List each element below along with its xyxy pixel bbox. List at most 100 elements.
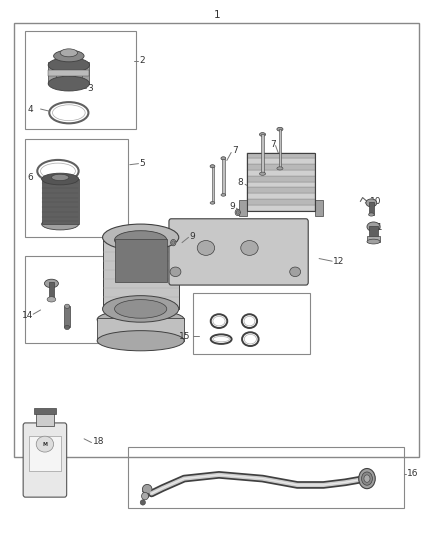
Ellipse shape xyxy=(60,49,78,57)
Bar xyxy=(223,159,225,195)
Bar xyxy=(247,193,315,199)
Ellipse shape xyxy=(210,165,215,168)
Ellipse shape xyxy=(367,222,380,231)
Bar xyxy=(247,152,315,211)
Bar xyxy=(48,62,89,84)
Ellipse shape xyxy=(259,172,265,175)
Text: 10: 10 xyxy=(370,197,381,206)
Ellipse shape xyxy=(36,436,53,452)
Bar xyxy=(247,176,315,182)
Bar xyxy=(102,237,179,309)
Bar xyxy=(261,134,264,174)
Ellipse shape xyxy=(140,500,145,505)
Ellipse shape xyxy=(364,475,370,482)
Bar xyxy=(36,413,53,425)
Ellipse shape xyxy=(53,50,84,62)
Text: M: M xyxy=(42,442,47,447)
Ellipse shape xyxy=(141,492,148,500)
Ellipse shape xyxy=(359,469,375,489)
Ellipse shape xyxy=(221,157,226,160)
Text: 7: 7 xyxy=(270,140,276,149)
Ellipse shape xyxy=(236,211,239,214)
Ellipse shape xyxy=(42,173,79,185)
Text: 9: 9 xyxy=(189,232,195,241)
Ellipse shape xyxy=(170,267,181,277)
Text: 12: 12 xyxy=(333,257,344,265)
Bar xyxy=(64,306,70,327)
Ellipse shape xyxy=(97,310,184,329)
FancyBboxPatch shape xyxy=(169,219,308,285)
Ellipse shape xyxy=(115,231,167,249)
Text: 1: 1 xyxy=(213,10,220,20)
Ellipse shape xyxy=(277,167,283,170)
Bar xyxy=(25,30,136,128)
Bar xyxy=(247,152,315,158)
Ellipse shape xyxy=(51,174,69,181)
Ellipse shape xyxy=(115,300,167,318)
Bar xyxy=(369,225,378,237)
Ellipse shape xyxy=(48,58,89,72)
Text: 16: 16 xyxy=(407,469,419,478)
Ellipse shape xyxy=(290,267,300,277)
Bar xyxy=(247,188,315,193)
Text: 9: 9 xyxy=(230,202,236,211)
Ellipse shape xyxy=(102,224,179,251)
Ellipse shape xyxy=(197,240,215,255)
Text: 3: 3 xyxy=(87,84,93,93)
Text: 8: 8 xyxy=(237,178,243,187)
Bar xyxy=(115,239,167,282)
Text: 18: 18 xyxy=(93,437,104,446)
Text: 14: 14 xyxy=(22,311,33,320)
Bar xyxy=(49,282,54,298)
Ellipse shape xyxy=(47,297,56,302)
Ellipse shape xyxy=(102,296,179,322)
Text: 15: 15 xyxy=(179,332,191,341)
FancyBboxPatch shape xyxy=(23,423,67,497)
Text: 11: 11 xyxy=(372,223,384,232)
Bar xyxy=(25,139,127,237)
Text: 5: 5 xyxy=(139,159,145,168)
Bar xyxy=(247,170,315,176)
Bar xyxy=(42,179,79,224)
Bar xyxy=(48,70,89,76)
Bar xyxy=(247,158,315,164)
Bar xyxy=(247,164,315,170)
Text: 6: 6 xyxy=(28,173,33,182)
Ellipse shape xyxy=(366,199,377,207)
Ellipse shape xyxy=(221,193,226,196)
Ellipse shape xyxy=(171,239,176,246)
Ellipse shape xyxy=(97,330,184,351)
Bar xyxy=(193,293,311,354)
Bar xyxy=(29,436,61,471)
Bar xyxy=(14,22,419,457)
Bar xyxy=(127,447,404,508)
Ellipse shape xyxy=(361,472,372,485)
Ellipse shape xyxy=(142,484,152,494)
Ellipse shape xyxy=(64,304,70,309)
Bar xyxy=(212,167,214,203)
Ellipse shape xyxy=(42,218,79,230)
Bar xyxy=(97,318,184,341)
Bar xyxy=(247,205,315,211)
Ellipse shape xyxy=(367,239,380,244)
Ellipse shape xyxy=(277,127,283,131)
Text: 13: 13 xyxy=(122,272,134,281)
Ellipse shape xyxy=(48,76,89,91)
Bar xyxy=(239,200,247,216)
Text: 2: 2 xyxy=(139,56,145,65)
Text: 4: 4 xyxy=(28,104,33,114)
Ellipse shape xyxy=(259,133,265,136)
Bar xyxy=(315,200,323,216)
Ellipse shape xyxy=(45,279,58,288)
Text: 7: 7 xyxy=(232,147,238,156)
Bar xyxy=(369,202,374,215)
Bar xyxy=(25,256,115,343)
Text: 17: 17 xyxy=(141,491,152,500)
Bar xyxy=(34,408,56,414)
Ellipse shape xyxy=(241,240,258,255)
Ellipse shape xyxy=(64,325,70,329)
Ellipse shape xyxy=(210,201,215,204)
Bar xyxy=(279,129,281,168)
Bar xyxy=(367,236,380,241)
Bar xyxy=(247,199,315,205)
